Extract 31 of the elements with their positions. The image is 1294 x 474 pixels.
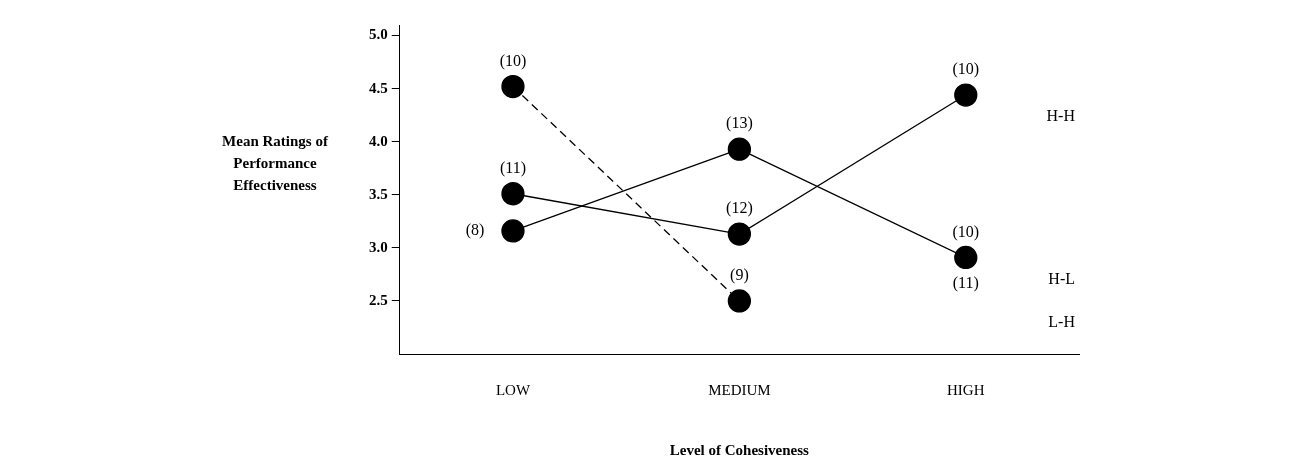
x-tick-label: HIGH: [947, 381, 985, 398]
annotation: (10): [499, 51, 527, 70]
text: L-H: [1048, 313, 1076, 331]
y-tick-label: 3.0: [369, 238, 388, 255]
y-axis-title: Mean Ratings of Performance Effectiveness: [221, 132, 329, 195]
annotation: (12): [726, 199, 753, 218]
x-tick-label: MEDIUM: [708, 381, 771, 398]
y-tick-label: 4.0: [369, 132, 388, 149]
x-axis-title: Level of Cohesiveness: [669, 441, 810, 458]
annotation: (10): [952, 222, 980, 241]
annotation: (11): [952, 273, 979, 292]
text: H-H: [1046, 107, 1076, 125]
point: [727, 289, 752, 313]
y-tick-label: 5.0: [369, 26, 388, 43]
point: [954, 83, 978, 107]
point: [501, 182, 525, 206]
annotation: (8): [465, 221, 485, 240]
y-tick-label: 3.5: [369, 185, 388, 202]
point: [727, 137, 752, 161]
text: H-L: [1048, 269, 1075, 287]
annotation: (10): [952, 60, 980, 79]
point: [501, 74, 525, 99]
annotation: (9): [730, 266, 749, 285]
point: [954, 245, 978, 270]
point: [727, 222, 752, 246]
y-tick-label: 2.5: [369, 291, 388, 308]
point: [501, 219, 525, 243]
annotation: (11): [499, 158, 526, 177]
y-tick-label: 4.5: [369, 79, 388, 96]
annotation: (13): [726, 114, 753, 133]
x-tick-label: LOW: [495, 381, 531, 398]
